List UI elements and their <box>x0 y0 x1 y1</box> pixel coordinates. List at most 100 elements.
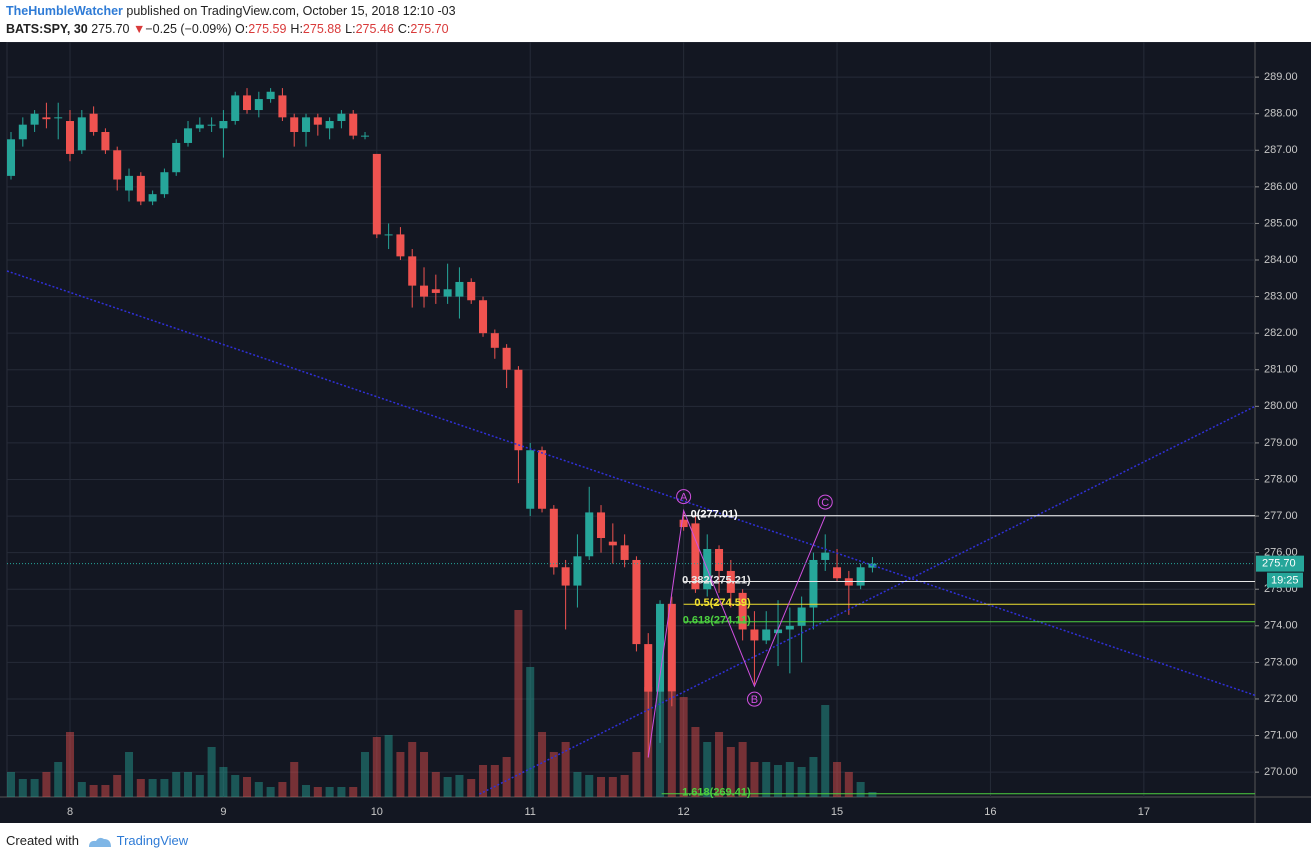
candle-body <box>325 121 334 129</box>
volume-bar <box>408 742 417 797</box>
candle-body <box>597 512 606 539</box>
candle-body <box>856 567 865 586</box>
wave-marker <box>746 691 762 707</box>
candle-body <box>490 333 499 348</box>
candle-body <box>408 256 417 286</box>
x-tick-label: 17 <box>1138 806 1150 818</box>
volume-bar <box>54 762 63 797</box>
candle-body <box>42 117 51 120</box>
wave-label: C <box>821 497 829 509</box>
wave-line <box>647 508 826 758</box>
y-tick-label: 273.00 <box>1264 656 1298 668</box>
candle-body <box>290 117 299 132</box>
volume-bar <box>219 767 228 797</box>
volume-bar <box>325 787 334 797</box>
y-tick-label: 288.00 <box>1264 108 1298 120</box>
volume-bar <box>762 762 771 797</box>
brand[interactable]: TradingView <box>116 833 189 848</box>
candle-body <box>396 234 405 257</box>
x-tick-label: 15 <box>831 806 843 818</box>
cloud <box>88 837 111 847</box>
y-tick-label: 287.00 <box>1264 144 1298 156</box>
candle-body <box>66 121 75 154</box>
candle-body <box>184 128 193 143</box>
wave-label: B <box>751 694 758 706</box>
countdown-box <box>1267 572 1303 588</box>
quote-value: 275.70 <box>410 22 449 36</box>
candle-body <box>302 117 311 132</box>
volume-bar <box>455 775 464 797</box>
last-price-box <box>1256 555 1304 572</box>
candle-body <box>632 559 641 645</box>
arrow: ▼ <box>132 22 146 36</box>
wave-label: A <box>680 491 688 503</box>
candle-body <box>337 113 346 122</box>
x-tick-label: 8 <box>67 806 73 818</box>
candle-body <box>172 142 181 173</box>
volume-bar <box>585 775 594 797</box>
volume-bar <box>290 762 299 797</box>
volume-bar <box>750 762 759 797</box>
candle-body <box>313 117 322 125</box>
candle-body <box>738 592 747 630</box>
y-tick-label: 281.00 <box>1264 364 1298 376</box>
candle-body <box>715 548 724 571</box>
volume-bar <box>785 762 794 797</box>
volume-bar <box>172 772 181 797</box>
quote-key: O: <box>234 22 249 36</box>
candle-body <box>538 450 547 509</box>
x-tick-label: 11 <box>525 806 536 818</box>
last: 275.70 <box>91 22 130 36</box>
volume-bar <box>396 752 405 797</box>
candle-body <box>455 281 464 297</box>
candle-body <box>243 95 252 111</box>
candle-body <box>679 519 688 528</box>
volume-bar <box>254 782 263 797</box>
volume-bar <box>278 782 287 797</box>
volume-bar <box>844 772 853 797</box>
candle-body <box>667 603 676 692</box>
candle-body <box>372 153 381 235</box>
volume-bar <box>632 752 641 797</box>
x-tick-label: 16 <box>984 806 996 818</box>
volume-bar <box>372 737 381 797</box>
volume-bar <box>113 775 122 797</box>
trendline <box>479 405 1256 795</box>
volume-bar <box>797 767 806 797</box>
candle-body <box>361 135 370 137</box>
volume-bar <box>620 775 629 797</box>
fib-label: 0(277.01) <box>691 509 738 521</box>
candle-body <box>420 285 429 297</box>
candle-body <box>691 523 700 590</box>
volume-bar <box>856 782 865 797</box>
quote-key: C: <box>397 22 411 36</box>
volume-bar <box>526 667 535 797</box>
volume-bar <box>89 785 98 797</box>
header-line-1: TheHumbleWatcher published on TradingVie… <box>6 4 456 18</box>
volume-bar <box>467 779 476 797</box>
created: Created with <box>6 833 79 848</box>
volume-bar <box>833 762 842 797</box>
y-tick-label: 285.00 <box>1264 217 1298 229</box>
volume-bar <box>77 782 86 797</box>
volume-bar <box>561 742 570 797</box>
volume-bar <box>231 775 240 797</box>
volume-bar <box>243 777 252 797</box>
volume-bar <box>361 752 370 797</box>
volume-bar <box>349 787 358 797</box>
quote-value: 275.88 <box>302 22 342 36</box>
candle-body <box>502 347 511 370</box>
published: published on TradingView.com, October 15… <box>126 4 456 18</box>
y-tick-label: 272.00 <box>1264 693 1298 705</box>
volume-bar <box>573 772 582 797</box>
candle-body <box>774 629 783 634</box>
volume-bar <box>502 757 511 797</box>
volume-bar <box>136 779 145 797</box>
wave-marker <box>817 494 833 510</box>
author[interactable]: TheHumbleWatcher <box>6 4 123 18</box>
y-tick-label: 283.00 <box>1264 290 1298 302</box>
candle-body <box>549 508 558 568</box>
volume-bar <box>479 765 488 797</box>
candle-body <box>608 541 617 546</box>
